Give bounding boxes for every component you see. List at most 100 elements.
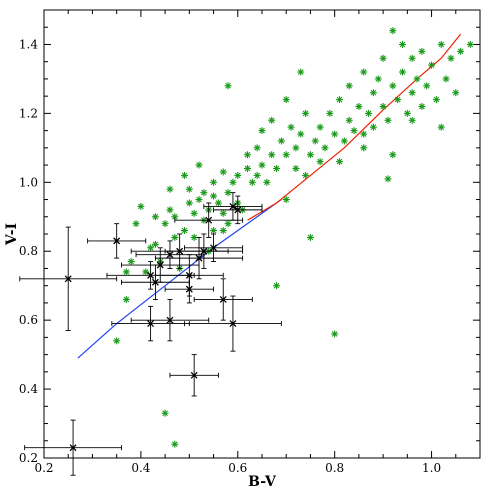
star-stroke: [162, 410, 168, 417]
star-stroke: [351, 127, 357, 134]
star-stroke: [375, 76, 382, 82]
star-stroke: [171, 441, 178, 448]
star-stroke: [186, 186, 193, 193]
star-stroke: [346, 117, 353, 124]
star-point: [369, 123, 377, 131]
star-point: [224, 82, 232, 90]
star-stroke: [152, 213, 159, 220]
star-stroke: [322, 145, 328, 151]
x-axis-label: B-V: [248, 474, 277, 490]
star-point: [403, 109, 411, 117]
star-point: [306, 151, 314, 159]
star-point: [428, 61, 436, 69]
star-stroke: [365, 110, 372, 117]
star-stroke: [307, 234, 314, 241]
star-stroke: [457, 48, 464, 55]
star-stroke: [147, 244, 154, 251]
errorbar-point: [169, 354, 219, 397]
star-point: [219, 227, 227, 235]
cross-marker: [69, 444, 77, 452]
star-stroke: [196, 162, 202, 168]
tick-labels: 0.2 0.4 0.6 0.8 1.0 0.2 0.4 0.6 0.8 1.0 1.2 1.4: [19, 37, 441, 475]
star-point: [384, 175, 392, 183]
cross-marker: [190, 371, 198, 379]
star-stroke: [380, 103, 386, 110]
star-stroke: [181, 227, 188, 234]
star-point: [127, 258, 135, 266]
star-stroke: [394, 96, 401, 103]
star-point: [195, 196, 203, 204]
star-stroke: [317, 124, 323, 131]
cross-marker: [219, 296, 227, 303]
star-stroke: [409, 55, 416, 62]
star-point: [297, 68, 305, 76]
star-stroke: [244, 165, 251, 172]
star-point: [151, 213, 159, 221]
star-point: [360, 130, 368, 138]
star-point: [268, 151, 276, 159]
star-point: [185, 199, 193, 207]
star-stroke: [336, 158, 343, 165]
star-stroke: [360, 69, 367, 75]
star-stroke: [254, 172, 260, 179]
errorbar-point: [135, 240, 205, 269]
star-stroke: [230, 179, 236, 186]
star-stroke: [264, 179, 270, 186]
star-point: [306, 233, 314, 241]
star-stroke: [467, 41, 474, 48]
star-stroke: [162, 220, 168, 227]
star-stroke: [419, 48, 425, 55]
star-stroke: [331, 131, 338, 137]
star-point: [360, 144, 368, 152]
errorbar-point: [203, 192, 263, 221]
star-stroke: [399, 69, 406, 75]
y-tick-label: 1.2: [19, 106, 38, 120]
star-point: [287, 123, 295, 131]
errorbar-point: [19, 226, 118, 331]
star-stroke: [171, 213, 178, 220]
star-point: [137, 202, 145, 210]
star-stroke: [215, 200, 222, 206]
star-point: [258, 161, 266, 169]
star-point: [132, 220, 140, 228]
star-stroke: [152, 241, 159, 248]
star-stroke: [293, 145, 299, 151]
star-point: [161, 409, 169, 417]
x-tick-label: 0.6: [228, 461, 247, 475]
y-tick-label: 1.0: [19, 175, 38, 189]
star-stroke: [419, 103, 425, 110]
cross-marker: [147, 320, 155, 328]
star-stroke: [191, 210, 198, 217]
error-bar-points: [19, 192, 282, 476]
cross-marker: [151, 278, 159, 286]
x-tick-label: 0.8: [325, 461, 344, 475]
star-point: [161, 220, 169, 228]
y-tick-label: 0.8: [19, 244, 38, 258]
star-stroke: [302, 110, 309, 117]
star-point: [195, 161, 203, 169]
star-stroke: [167, 186, 173, 193]
star-stroke: [414, 76, 420, 82]
star-stroke: [249, 179, 256, 186]
errorbar-point: [184, 295, 282, 352]
cross-marker: [147, 271, 155, 279]
star-stroke: [312, 138, 319, 144]
x-tick-label: 0.2: [34, 461, 53, 475]
star-stroke: [399, 41, 406, 48]
star-stroke: [259, 162, 265, 168]
errorbar-point: [111, 305, 190, 342]
star-stroke: [210, 227, 217, 234]
star-stroke: [389, 82, 396, 89]
star-stroke: [297, 69, 304, 75]
star-point: [398, 68, 406, 76]
star-stroke: [234, 172, 241, 179]
star-point: [365, 109, 373, 117]
star-point: [282, 151, 290, 159]
star-stroke: [297, 131, 304, 137]
star-point: [248, 178, 256, 186]
star-point: [297, 130, 305, 138]
star-stroke: [389, 151, 396, 158]
cross-marker: [156, 261, 164, 269]
star-point: [316, 123, 324, 131]
star-stroke: [283, 151, 290, 158]
